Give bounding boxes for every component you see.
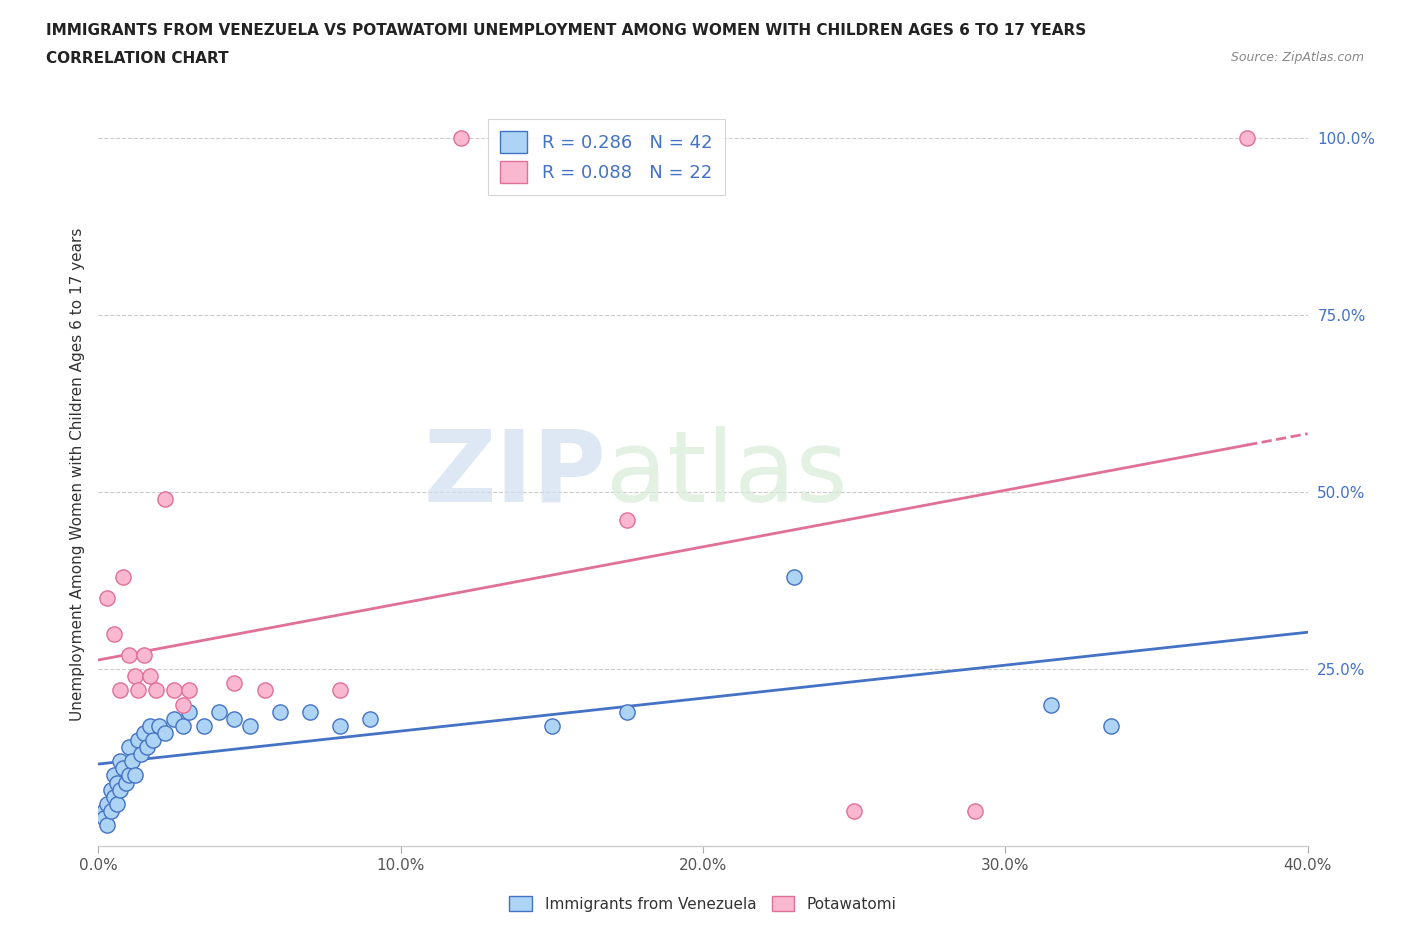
Point (208, 704, 231, 719)
Point (103, 790, 125, 804)
Point (163, 711, 186, 726)
Point (108, 683, 131, 698)
Point (153, 492, 176, 507)
Point (118, 739, 141, 754)
Text: ZIP: ZIP (423, 426, 606, 523)
Point (179, 683, 201, 698)
Point (132, 647, 155, 662)
Point (172, 698, 194, 712)
Point (96, 817, 118, 832)
Point (616, 513, 638, 528)
Point (148, 718, 170, 733)
Point (844, 804, 866, 818)
Point (118, 647, 141, 662)
Point (127, 683, 149, 698)
Text: CORRELATION CHART: CORRELATION CHART (46, 51, 229, 66)
Point (329, 718, 352, 733)
Point (118, 768, 141, 783)
Point (103, 768, 125, 783)
Point (135, 739, 157, 754)
Point (105, 775, 128, 790)
Point (224, 711, 246, 726)
Point (93, 804, 115, 818)
Point (1039, 698, 1062, 712)
Point (329, 683, 352, 698)
Point (616, 704, 638, 719)
Point (172, 718, 194, 733)
Point (105, 796, 128, 811)
Point (269, 704, 291, 719)
Point (129, 747, 152, 762)
Text: atlas: atlas (606, 426, 848, 523)
Point (1099, 718, 1122, 733)
Point (163, 683, 186, 698)
Point (108, 782, 131, 797)
Point (299, 704, 322, 719)
Point (153, 725, 176, 740)
Point (124, 669, 146, 684)
Y-axis label: Unemployment Among Women with Children Ages 6 to 17 years: Unemployment Among Women with Children A… (69, 228, 84, 721)
Point (239, 718, 262, 733)
Point (179, 704, 201, 719)
Point (783, 569, 806, 584)
Point (193, 718, 215, 733)
Point (1236, 130, 1258, 145)
Text: IMMIGRANTS FROM VENEZUELA VS POTAWATOMI UNEMPLOYMENT AMONG WOMEN WITH CHILDREN A: IMMIGRANTS FROM VENEZUELA VS POTAWATOMI … (46, 23, 1087, 38)
Point (111, 569, 134, 584)
Point (108, 754, 131, 769)
Point (360, 711, 382, 726)
Legend: Immigrants from Venezuela, Potawatomi: Immigrants from Venezuela, Potawatomi (503, 889, 903, 918)
Point (124, 768, 146, 783)
Point (127, 733, 149, 748)
Legend: R = 0.286   N = 42, R = 0.088   N = 22: R = 0.286 N = 42, R = 0.088 N = 22 (488, 119, 725, 195)
Point (103, 626, 125, 641)
Point (224, 676, 246, 691)
Point (540, 718, 562, 733)
Point (114, 775, 136, 790)
Point (93, 811, 115, 826)
Point (132, 725, 155, 740)
Point (145, 683, 167, 698)
Point (100, 782, 122, 797)
Point (96, 796, 118, 811)
Point (965, 804, 987, 818)
Point (111, 761, 134, 776)
Point (450, 130, 472, 145)
Point (121, 754, 143, 769)
Point (139, 718, 162, 733)
Point (100, 804, 122, 818)
Point (139, 669, 162, 684)
Text: Source: ZipAtlas.com: Source: ZipAtlas.com (1230, 51, 1364, 64)
Point (142, 733, 165, 748)
Point (96, 591, 118, 605)
Point (253, 683, 276, 698)
